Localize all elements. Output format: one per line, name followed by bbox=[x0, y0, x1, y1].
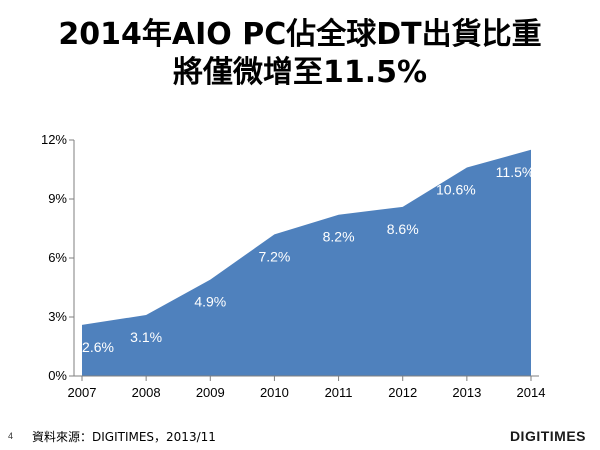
y-tick-label: 0% bbox=[48, 368, 67, 383]
page-number: 4 bbox=[8, 431, 14, 441]
x-tick-label: 2014 bbox=[517, 385, 546, 400]
source-note: 資料來源：DIGITIMES，2013/11 bbox=[32, 430, 216, 444]
data-label: 2.6% bbox=[82, 339, 114, 355]
area-series bbox=[82, 149, 531, 376]
chart-title-line-1: 2014年AIO PC佔全球DT出貨比重 bbox=[58, 17, 542, 52]
y-tick-label: 6% bbox=[48, 250, 67, 265]
x-tick-label: 2008 bbox=[132, 385, 161, 400]
x-tick-label: 2011 bbox=[325, 385, 353, 400]
data-label: 10.6% bbox=[436, 182, 476, 198]
x-tick-label: 2007 bbox=[68, 385, 97, 400]
y-tick-label: 12% bbox=[41, 132, 67, 147]
chart-title: 2014年AIO PC佔全球DT出貨比重 將僅微增至11.5% bbox=[0, 16, 600, 92]
data-label: 8.2% bbox=[323, 229, 355, 245]
data-label: 8.6% bbox=[387, 221, 419, 237]
x-tick-label: 2013 bbox=[452, 385, 481, 400]
data-label: 7.2% bbox=[258, 248, 290, 264]
data-label: 3.1% bbox=[130, 329, 162, 345]
x-tick-label: 2012 bbox=[388, 385, 417, 400]
area-chart: 0% 3% 6% 9% 12% 2007 2008 2009 2010 2011 2012 2013 2… bbox=[41, 132, 546, 400]
data-label: 4.9% bbox=[194, 294, 226, 310]
digitimes-logo: DIGITIMES bbox=[509, 428, 586, 444]
x-tick-label: 2010 bbox=[260, 385, 289, 400]
x-tick-label: 2009 bbox=[196, 385, 225, 400]
chart-title-line-2: 將僅微增至11.5% bbox=[172, 55, 428, 90]
y-tick-label: 3% bbox=[48, 309, 67, 324]
y-tick-label: 9% bbox=[48, 191, 67, 206]
data-label: 11.5% bbox=[496, 164, 535, 180]
